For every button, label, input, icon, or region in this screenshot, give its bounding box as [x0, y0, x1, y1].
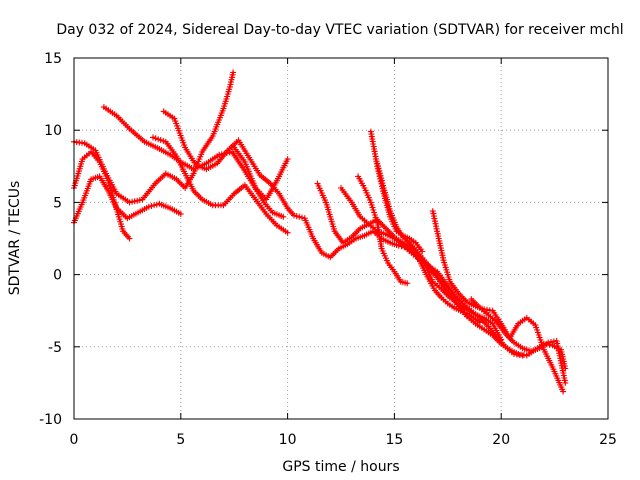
x-tick-label: 5 — [176, 432, 185, 448]
x-tick-label: 20 — [492, 432, 510, 448]
plot-frame — [73, 57, 609, 420]
series-markers — [468, 296, 569, 386]
x-tick-label: 0 — [70, 432, 79, 448]
y-tick-label: 0 — [53, 268, 62, 284]
x-tick-label: 10 — [279, 432, 297, 448]
series-arc-o — [468, 296, 569, 386]
y-tick-label: -5 — [48, 340, 62, 356]
data-series — [71, 69, 569, 395]
series-arc-j — [355, 173, 411, 287]
chart-title: Day 032 of 2024, Sidereal Day-to-day VTE… — [56, 22, 623, 38]
series-arc-n — [429, 208, 567, 395]
y-tick-label: 15 — [44, 51, 62, 67]
series-arc-g — [231, 144, 291, 203]
series-markers — [150, 134, 291, 236]
tick-labels: 0 5 10 15 20 25 -10 -5 0 5 10 15 — [39, 51, 617, 448]
series-arc-e — [150, 134, 291, 236]
series-arc-b — [71, 69, 237, 206]
x-axis-label: GPS time / hours — [282, 459, 399, 475]
y-tick-label: 10 — [44, 123, 62, 139]
x-tick-label: 15 — [385, 432, 403, 448]
x-tick-label: 25 — [599, 432, 617, 448]
y-tick-label: 5 — [53, 195, 62, 211]
series-markers — [355, 173, 411, 287]
y-axis-label: SDTVAR / TECUs — [7, 181, 23, 296]
series-markers — [231, 144, 291, 203]
y-tick-label: -10 — [39, 412, 62, 428]
